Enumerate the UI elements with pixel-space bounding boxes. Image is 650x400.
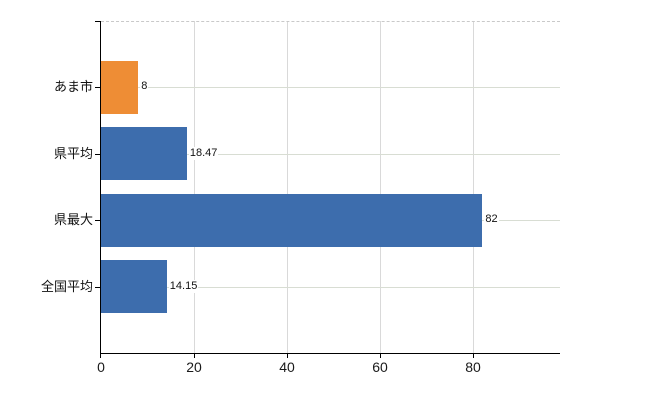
y-axis-line — [100, 21, 101, 358]
x-tick-label: 40 — [279, 359, 295, 375]
category-label: あま市 — [53, 79, 93, 95]
category-tick — [95, 220, 101, 221]
x-tick-label: 60 — [372, 359, 388, 375]
category-label: 県平均 — [53, 145, 93, 161]
bar-value-label: 18.47 — [188, 146, 219, 160]
bar-value-label: 82 — [484, 213, 499, 227]
y-axis-top-tick — [95, 21, 101, 22]
horizontal-gridline — [101, 154, 560, 155]
bar-value-label: 14.15 — [168, 279, 199, 293]
category-label: 県最大 — [53, 212, 93, 228]
vertical-gridline — [380, 21, 381, 353]
bar-1 — [101, 127, 187, 181]
x-axis-tick — [380, 354, 381, 358]
horizontal-gridline — [101, 287, 560, 288]
plot-area: 8 18.47 82 14.15 — [101, 21, 560, 353]
horizontal-gridline — [101, 87, 560, 88]
plot-top-border — [101, 21, 560, 22]
category-tick — [95, 154, 101, 155]
bar-0 — [101, 60, 139, 114]
bar-3 — [101, 260, 167, 314]
vertical-gridline — [287, 21, 288, 353]
bar-2 — [101, 193, 483, 247]
x-tick-label: 20 — [186, 359, 202, 375]
category-tick — [95, 87, 101, 88]
category-label: 全国平均 — [40, 278, 93, 294]
bar-value-label: 8 — [140, 80, 149, 94]
x-axis-tick — [194, 354, 195, 358]
x-tick-label: 0 — [97, 359, 105, 375]
x-axis-tick — [287, 354, 288, 358]
x-axis-line — [100, 353, 560, 354]
x-axis-tick — [473, 354, 474, 358]
vertical-gridline — [473, 21, 474, 353]
vertical-gridline — [194, 21, 195, 353]
category-tick — [95, 287, 101, 288]
x-tick-label: 80 — [465, 359, 481, 375]
